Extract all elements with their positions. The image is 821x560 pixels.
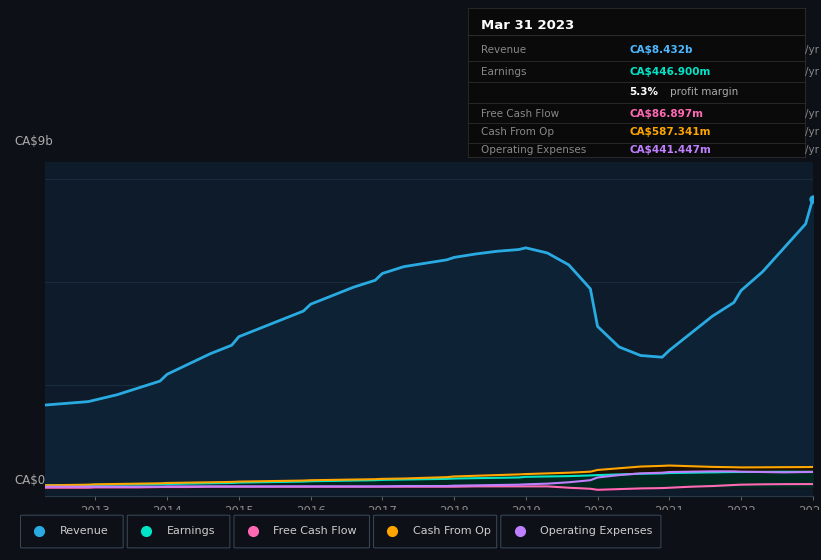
Text: Free Cash Flow: Free Cash Flow xyxy=(481,109,560,119)
Text: CA$86.897m: CA$86.897m xyxy=(630,109,704,119)
Text: Mar 31 2023: Mar 31 2023 xyxy=(481,19,575,32)
Text: Revenue: Revenue xyxy=(481,45,526,55)
Text: /yr: /yr xyxy=(805,45,819,55)
Text: Cash From Op: Cash From Op xyxy=(481,127,554,137)
Text: /yr: /yr xyxy=(805,67,819,77)
Text: Cash From Op: Cash From Op xyxy=(413,526,491,536)
Text: 5.3%: 5.3% xyxy=(630,86,658,96)
Text: CA$587.341m: CA$587.341m xyxy=(630,127,711,137)
Text: CA$8.432b: CA$8.432b xyxy=(630,45,693,55)
Text: /yr: /yr xyxy=(805,109,819,119)
Text: /yr: /yr xyxy=(805,145,819,155)
Text: CA$441.447m: CA$441.447m xyxy=(630,145,712,155)
Text: /yr: /yr xyxy=(805,127,819,137)
Text: CA$0: CA$0 xyxy=(15,474,46,487)
Text: Earnings: Earnings xyxy=(167,526,215,536)
Text: CA$446.900m: CA$446.900m xyxy=(630,67,711,77)
Text: Revenue: Revenue xyxy=(60,526,108,536)
Text: Operating Expenses: Operating Expenses xyxy=(540,526,653,536)
Text: Free Cash Flow: Free Cash Flow xyxy=(273,526,357,536)
Text: CA$9b: CA$9b xyxy=(15,136,53,148)
Text: profit margin: profit margin xyxy=(670,86,738,96)
Text: Earnings: Earnings xyxy=(481,67,527,77)
Text: Operating Expenses: Operating Expenses xyxy=(481,145,587,155)
